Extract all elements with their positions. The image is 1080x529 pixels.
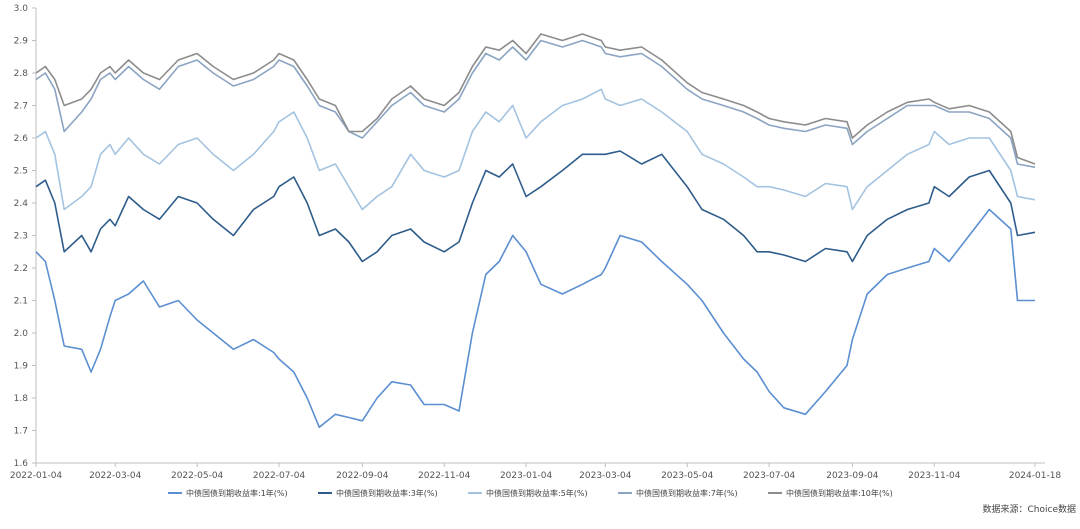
y-tick-label: 2.9 bbox=[14, 37, 29, 47]
x-tick-label: 2022-09-04 bbox=[336, 471, 389, 481]
series-line-4 bbox=[35, 39, 1036, 169]
legend-label: 中债国债到期收益率:7年(%) bbox=[636, 488, 738, 498]
y-tick-label: 2.6 bbox=[14, 134, 29, 144]
x-tick-label: 2023-05-04 bbox=[661, 471, 714, 481]
legend-item-2: 中债国债到期收益率:3年(%) bbox=[318, 488, 438, 498]
y-tick-label: 2.3 bbox=[14, 232, 28, 242]
x-tick-label: 2023-09-04 bbox=[826, 471, 879, 481]
y-tick-label: 2.1 bbox=[14, 297, 28, 307]
legend-label: 中债国债到期收益率:3年(%) bbox=[336, 488, 438, 498]
x-tick-label: 2023-03-04 bbox=[579, 471, 632, 481]
series-line-2 bbox=[35, 150, 1036, 263]
x-tick-label: 2022-01-04 bbox=[10, 471, 63, 481]
source-note: 数据来源：Choice数据 bbox=[983, 503, 1076, 515]
series-line-1 bbox=[35, 208, 1035, 429]
axes: 1.6 1.7 1.8 1.9 2.0 2.1 2.2 2.3 2.4 2.5 2.6 2.7 2.8 2… bbox=[10, 4, 1062, 481]
series-line-5 bbox=[35, 33, 1036, 165]
y-tick-label: 2.7 bbox=[14, 102, 28, 112]
legend-item-3: 中债国债到期收益率:5年(%) bbox=[468, 488, 588, 498]
legend-item-5: 中债国债到期收益率:10年(%) bbox=[768, 488, 893, 498]
x-tick-label: 2022-07-04 bbox=[253, 471, 306, 481]
y-tick-label: 1.8 bbox=[14, 394, 29, 404]
x-tick-label: 2024-01-18 bbox=[1009, 471, 1062, 481]
x-tick-label: 2022-03-04 bbox=[89, 471, 142, 481]
series-lines bbox=[35, 33, 1036, 429]
y-tick-label: 1.7 bbox=[14, 427, 28, 437]
y-tick-label: 1.6 bbox=[14, 459, 29, 469]
legend-item-4: 中债国债到期收益率:7年(%) bbox=[618, 488, 738, 498]
legend: 中债国债到期收益率:1年(%) 中债国债到期收益率:3年(%) 中债国债到期收益率:… bbox=[168, 488, 893, 498]
y-tick-label: 1.9 bbox=[14, 362, 29, 372]
y-tick-label: 2.4 bbox=[14, 199, 29, 209]
y-tick-label: 2.8 bbox=[14, 69, 29, 79]
y-tick-label: 2.5 bbox=[14, 167, 28, 177]
x-tick-label: 2023-01-04 bbox=[500, 471, 553, 481]
legend-label: 中债国债到期收益率:5年(%) bbox=[486, 488, 588, 498]
x-tick-label: 2022-11-04 bbox=[418, 471, 471, 481]
x-tick-label: 2023-11-04 bbox=[908, 471, 961, 481]
series-line-3 bbox=[35, 88, 1036, 211]
y-tick-label: 3.0 bbox=[14, 4, 29, 14]
legend-label: 中债国债到期收益率:10年(%) bbox=[786, 488, 893, 498]
legend-label: 中债国债到期收益率:1年(%) bbox=[186, 488, 288, 498]
legend-item-1: 中债国债到期收益率:1年(%) bbox=[168, 488, 288, 498]
y-tick-label: 2.0 bbox=[14, 329, 29, 339]
x-tick-label: 2023-07-04 bbox=[743, 471, 796, 481]
y-tick-label: 2.2 bbox=[14, 264, 28, 274]
x-tick-label: 2022-05-04 bbox=[171, 471, 224, 481]
